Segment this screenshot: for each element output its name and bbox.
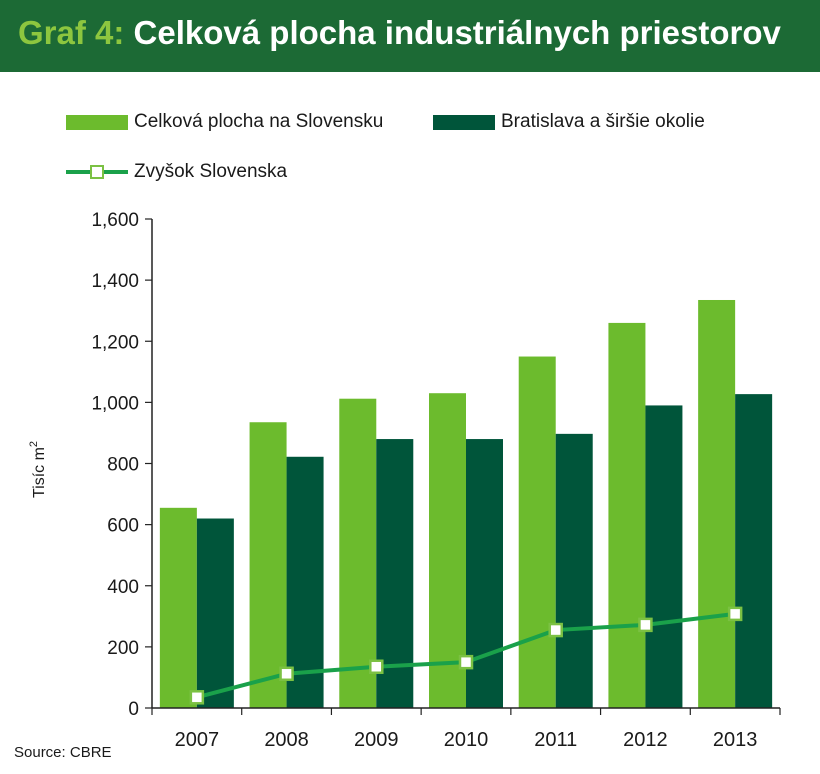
y-tick-label-1000: 1,000 [91,393,139,414]
y-tick-label-1200: 1,200 [91,332,139,353]
y-tick-label-800: 800 [107,455,139,476]
point-rest-2008 [279,666,294,682]
bar-bratislava-2007 [196,518,234,708]
legend-label-bratislava: Bratislava a širšie okolie [501,111,705,132]
title-bar: Graf 4: Celková plocha industriálnych pr… [0,0,820,72]
bar-bratislava-2012 [645,405,683,708]
legend-swatch-bratislava [433,114,495,130]
bar-total-2013 [698,299,736,708]
legend-item-total: Celková plocha na Slovensku [66,111,383,133]
x-tick-label-2007: 2007 [175,729,220,751]
point-rest-2010 [458,654,474,670]
y-tick-label-1600: 1,600 [91,210,139,231]
bar-total-2011 [518,356,556,708]
y-axis-title: Tisíc m2 [28,441,48,498]
chart-title-text: Celková plocha industriálnych priestorov [133,14,781,51]
legend-item-bratislava: Bratislava a širšie okolie [433,111,705,133]
y-tick-label-1400: 1,400 [91,271,139,292]
x-tick-label-2008: 2008 [264,729,309,751]
bar-bratislava-2011 [555,433,593,708]
legend-item-rest: Zvyšok Slovenska [66,161,287,183]
bar-total-2009 [339,398,377,708]
legend-swatch-total [66,114,128,130]
y-tick-label-0: 0 [128,699,139,720]
source-note: Source: CBRE [14,744,112,761]
legend-swatch-rest [66,162,128,182]
point-rest-2009 [369,659,384,674]
y-tick-label-600: 600 [107,516,139,537]
chart-title: Graf 4: Celková plocha industriálnych pr… [18,14,781,52]
bar-total-2008 [249,422,287,708]
point-rest-2012 [638,617,653,633]
bar-bratislava-2008 [286,456,324,708]
y-tick-label-200: 200 [107,638,139,659]
y-tick-label-400: 400 [107,577,139,598]
chart-title-prefix: Graf 4: [18,14,125,51]
x-tick-label-2013: 2013 [713,729,758,751]
x-tick-label-2011: 2011 [534,729,577,751]
point-rest-2007 [189,690,205,705]
legend-label-total: Celková plocha na Slovensku [134,111,384,132]
bar-bratislava-2013 [735,394,773,708]
x-tick-label-2010: 2010 [444,729,489,751]
x-tick-label-2012: 2012 [623,729,668,751]
bar-total-2007 [159,507,197,708]
point-rest-2011 [548,622,563,638]
x-tick-label-2009: 2009 [354,729,399,751]
legend-label-rest: Zvyšok Slovenska [134,161,288,182]
bar-total-2012 [608,322,646,708]
point-rest-2013 [727,606,743,622]
